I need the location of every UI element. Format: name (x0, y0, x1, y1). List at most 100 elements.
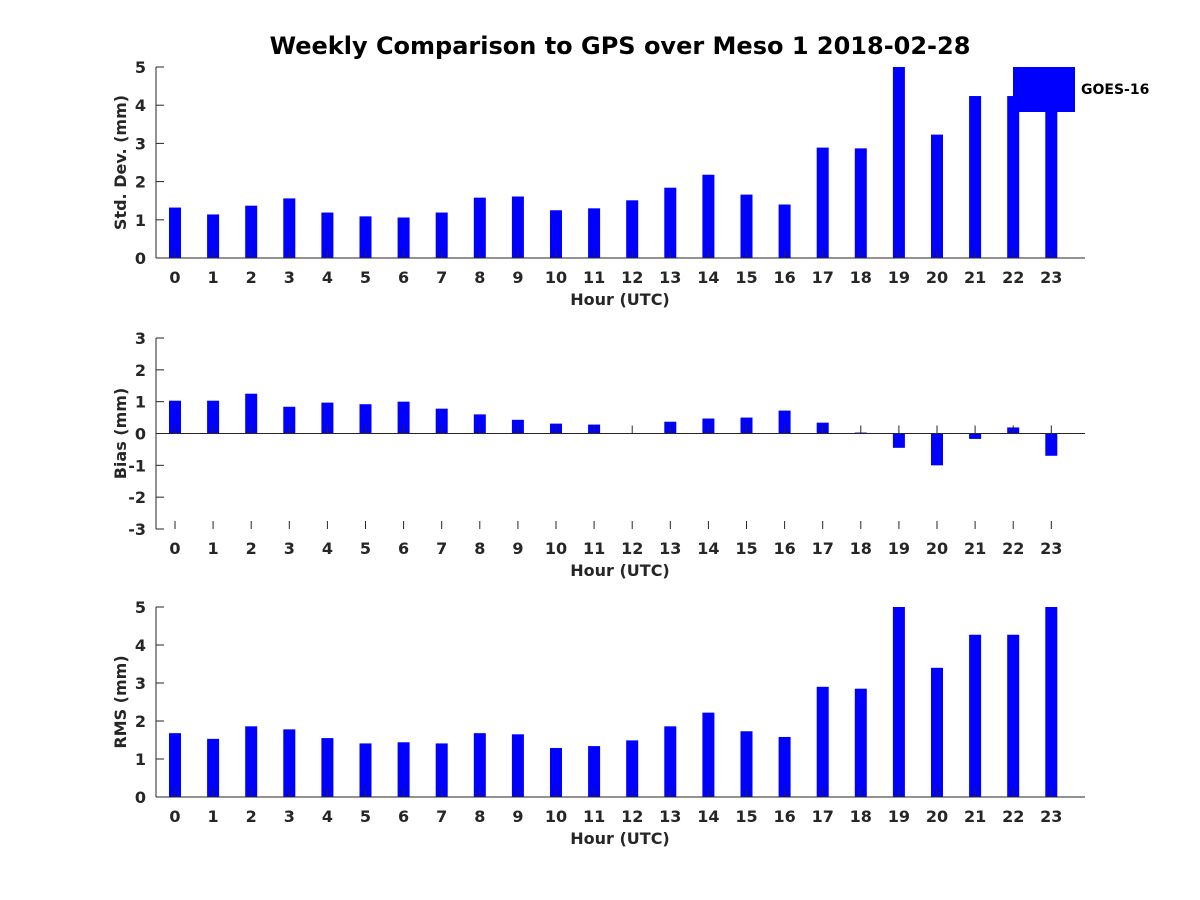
x-tick-label: 5 (360, 807, 371, 826)
bar-bias-20 (931, 433, 943, 466)
bar-std-8 (473, 197, 486, 258)
x-tick-label: 23 (1040, 539, 1062, 558)
x-tick-label: 1 (208, 807, 219, 826)
bar-bias-19 (892, 433, 905, 448)
x-tick-label: 18 (850, 539, 872, 558)
x-tick-label: 4 (322, 807, 333, 826)
x-tick-label: 17 (812, 539, 834, 558)
x-tick-label: 10 (545, 268, 567, 287)
x-tick-label: 11 (583, 268, 605, 287)
x-tick-label: 21 (964, 539, 986, 558)
x-tick-label: 12 (621, 539, 643, 558)
x-tick-label: 17 (812, 807, 834, 826)
x-tick-label: 23 (1040, 268, 1062, 287)
x-tick-label: 20 (926, 268, 948, 287)
legend-swatch (1013, 67, 1075, 112)
bar-rms-12 (626, 740, 639, 797)
x-tick-label: 13 (659, 268, 681, 287)
bar-std-14 (702, 174, 715, 258)
x-tick-label: 11 (583, 539, 605, 558)
x-tick-label: 9 (512, 539, 523, 558)
x-tick-label: 7 (436, 268, 447, 287)
bar-rms-10 (550, 747, 562, 797)
x-tick-label: 9 (512, 268, 523, 287)
bar-std-1 (207, 214, 220, 258)
bar-std-9 (511, 196, 524, 258)
x-tick-label: 8 (474, 807, 485, 826)
bar-bias-6 (397, 401, 410, 434)
x-axis-label: Hour (UTC) (570, 290, 670, 309)
x-tick-label: 16 (773, 539, 795, 558)
bar-std-12 (626, 200, 639, 258)
bar-std-3 (283, 198, 296, 258)
y-axis-label: Std. Dev. (mm) (111, 95, 130, 230)
y-tick-label: 1 (135, 393, 146, 412)
y-tick-label: 4 (135, 636, 146, 655)
bar-rms-19 (892, 607, 905, 797)
y-tick-label: 4 (135, 96, 146, 115)
bar-std-19 (892, 67, 905, 258)
y-tick-label: 2 (135, 712, 146, 731)
x-tick-label: 22 (1002, 268, 1024, 287)
x-tick-label: 16 (773, 807, 795, 826)
y-tick-label: 5 (135, 598, 146, 617)
x-tick-label: 23 (1040, 807, 1062, 826)
x-tick-label: 10 (545, 807, 567, 826)
x-tick-label: 20 (926, 539, 948, 558)
y-tick-label: 0 (135, 249, 146, 268)
chart-title: Weekly Comparison to GPS over Meso 1 201… (270, 32, 971, 60)
bar-bias-7 (435, 408, 448, 434)
bar-std-15 (740, 194, 753, 258)
x-tick-label: 8 (474, 539, 485, 558)
x-tick-label: 8 (474, 268, 485, 287)
x-tick-label: 19 (888, 268, 910, 287)
bar-std-18 (854, 148, 867, 258)
x-tick-label: 14 (697, 807, 719, 826)
bar-rms-1 (207, 738, 220, 797)
x-tick-label: 0 (169, 268, 180, 287)
bar-std-11 (588, 208, 601, 258)
x-tick-label: 7 (436, 807, 447, 826)
y-tick-label: 2 (135, 361, 146, 380)
bar-std-22 (1007, 96, 1020, 258)
bar-rms-17 (816, 686, 829, 797)
y-tick-label: 3 (135, 329, 146, 348)
x-tick-label: 3 (284, 807, 295, 826)
x-tick-label: 6 (398, 807, 409, 826)
x-tick-label: 21 (964, 268, 986, 287)
x-tick-label: 0 (169, 807, 180, 826)
x-tick-label: 21 (964, 807, 986, 826)
bar-std-0 (169, 207, 181, 258)
y-tick-label: 3 (135, 134, 146, 153)
bar-std-20 (931, 134, 943, 258)
bar-bias-5 (359, 404, 372, 434)
x-tick-label: 1 (208, 268, 219, 287)
bar-rms-21 (969, 634, 982, 797)
x-tick-label: 2 (246, 539, 257, 558)
bar-rms-15 (740, 731, 753, 797)
bar-bias-16 (778, 410, 791, 434)
y-tick-label: -3 (128, 520, 146, 539)
x-tick-label: 7 (436, 539, 447, 558)
x-axis-label: Hour (UTC) (570, 561, 670, 580)
bar-bias-23 (1045, 433, 1058, 456)
x-tick-label: 22 (1002, 539, 1024, 558)
bar-bias-4 (321, 402, 334, 434)
y-tick-label: 5 (135, 58, 146, 77)
legend-label: GOES-16 (1081, 82, 1149, 98)
x-tick-label: 19 (888, 539, 910, 558)
bar-rms-2 (245, 726, 258, 797)
y-tick-label: 0 (135, 788, 146, 807)
x-tick-label: 5 (360, 268, 371, 287)
bar-std-23 (1045, 67, 1058, 258)
bar-rms-6 (397, 742, 410, 797)
bar-rms-4 (321, 738, 334, 797)
y-tick-label: 2 (135, 173, 146, 192)
bar-rms-7 (435, 743, 448, 797)
x-tick-label: 11 (583, 807, 605, 826)
x-tick-label: 5 (360, 539, 371, 558)
